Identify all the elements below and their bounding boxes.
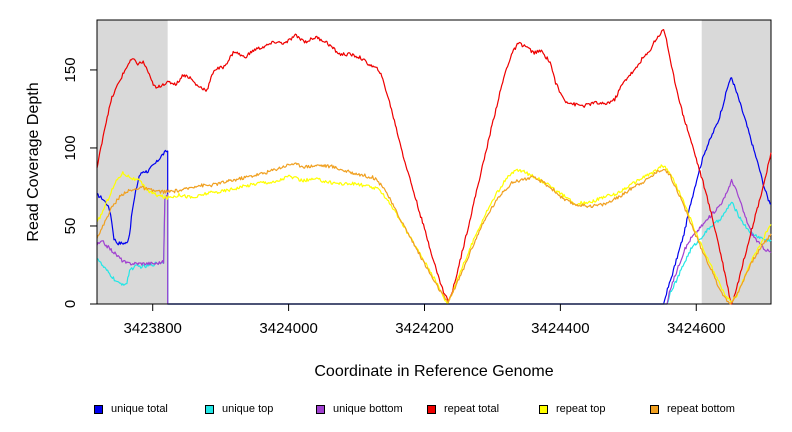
legend-item-repeat-total: repeat total: [427, 400, 499, 418]
legend-swatch: [427, 404, 436, 414]
coverage-chart: 3423800 3424000 3424200 3424400 3424600 0 50 1…: [25, 19, 772, 380]
legend-label: repeat bottom: [667, 403, 735, 415]
series-line-unique-total: [96, 77, 772, 305]
legend-swatch: [650, 404, 659, 414]
legend-label: repeat total: [444, 403, 500, 415]
legend-item-unique-bottom: unique bottom: [316, 400, 403, 418]
series-line-repeat-bottom: [96, 162, 772, 305]
y-axis: 0 50 100 150: [62, 57, 98, 308]
legend-item-unique-top: unique top: [205, 400, 273, 418]
legend-swatch: [205, 404, 214, 414]
legend-item-unique-total: unique total: [94, 400, 168, 418]
legend-swatch: [94, 404, 103, 414]
y-tick-label: 0: [62, 300, 79, 308]
x-tick-label: 3424400: [531, 320, 589, 337]
series-lines: [96, 29, 772, 305]
x-tick-label: 3424200: [395, 320, 453, 337]
series-line-unique-top: [96, 194, 772, 305]
series-line-repeat-top: [96, 164, 772, 305]
x-axis-title: Coordinate in Reference Genome: [314, 363, 553, 380]
x-axis: 3423800 3424000 3424200 3424400 3424600: [124, 303, 725, 337]
legend-item-repeat-bottom: repeat bottom: [650, 400, 735, 418]
series-line-repeat-total: [96, 29, 772, 305]
x-tick-label: 3424000: [259, 320, 317, 337]
legend: unique total unique top unique bottom repea…: [0, 400, 792, 418]
legend-label: repeat top: [556, 403, 606, 415]
legend-swatch: [316, 404, 325, 414]
legend-item-repeat-top: repeat top: [539, 400, 606, 418]
y-tick-label: 100: [62, 135, 79, 160]
y-tick-label: 50: [62, 218, 79, 235]
legend-swatch: [539, 404, 548, 414]
shaded-region-1: [97, 20, 168, 304]
y-axis-title: Read Coverage Depth: [25, 82, 42, 241]
y-tick-label: 150: [62, 57, 79, 82]
legend-label: unique bottom: [333, 403, 403, 415]
shaded-region-2: [701, 20, 771, 304]
legend-label: unique total: [111, 403, 168, 415]
legend-label: unique top: [222, 403, 274, 415]
x-tick-label: 3423800: [124, 320, 182, 337]
series-line-unique-bottom: [96, 178, 772, 305]
x-tick-label: 3424600: [667, 320, 725, 337]
